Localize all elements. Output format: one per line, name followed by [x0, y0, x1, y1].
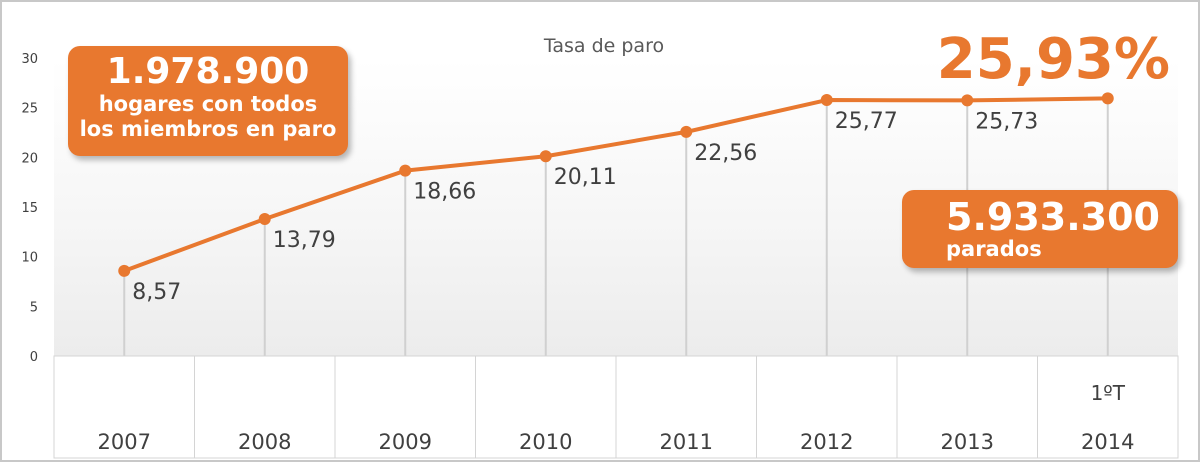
y-tick-label: 10: [21, 251, 38, 266]
x-tick-label: 2007: [98, 430, 151, 454]
x-tick-prefix: 1ºT: [1091, 381, 1126, 405]
x-tick-label: 2012: [800, 430, 853, 454]
data-label: 25,77: [835, 109, 898, 134]
hogares-value: 1.978.900: [106, 51, 310, 92]
y-tick-label: 25: [21, 102, 38, 117]
y-tick-label: 5: [30, 300, 38, 315]
chart-title: Tasa de paro: [543, 35, 664, 57]
x-tick-label: 2011: [660, 430, 713, 454]
data-point: [118, 264, 131, 277]
y-tick-label: 20: [21, 151, 38, 166]
data-point: [399, 164, 412, 177]
parados-label: parados: [946, 237, 1042, 261]
parados-value: 5.933.300: [946, 195, 1160, 239]
y-tick-label: 30: [21, 52, 38, 67]
data-label: 25,73: [975, 109, 1038, 134]
data-point: [961, 94, 974, 107]
data-point: [258, 213, 271, 226]
data-label: 22,56: [694, 141, 757, 166]
data-point: [1101, 92, 1114, 105]
series-line: [123, 96, 1108, 273]
x-tick-label: 2014: [1081, 430, 1134, 454]
x-tick-label: 2009: [379, 430, 432, 454]
x-tick-label: 2010: [519, 430, 572, 454]
hogares-label-line1: hogares con todos: [98, 92, 318, 116]
parados-callout: 5.933.300 parados: [902, 190, 1178, 268]
y-tick-label: 15: [21, 201, 38, 216]
x-tick-label: 2013: [941, 430, 994, 454]
data-label: 8,57: [132, 280, 181, 305]
data-label: 18,66: [413, 180, 476, 205]
latest-rate-label: 25,93%: [936, 27, 1170, 92]
data-label: 20,11: [554, 165, 617, 190]
y-tick-label: 0: [30, 350, 38, 365]
hogares-callout: 1.978.900 hogares con todos los miembros…: [68, 46, 348, 156]
data-point: [680, 125, 693, 138]
data-label: 13,79: [273, 228, 336, 253]
x-tick-label: 2008: [238, 430, 291, 454]
hogares-label-line2: los miembros en paro: [79, 117, 337, 141]
data-point: [539, 150, 552, 163]
data-point: [820, 94, 833, 107]
